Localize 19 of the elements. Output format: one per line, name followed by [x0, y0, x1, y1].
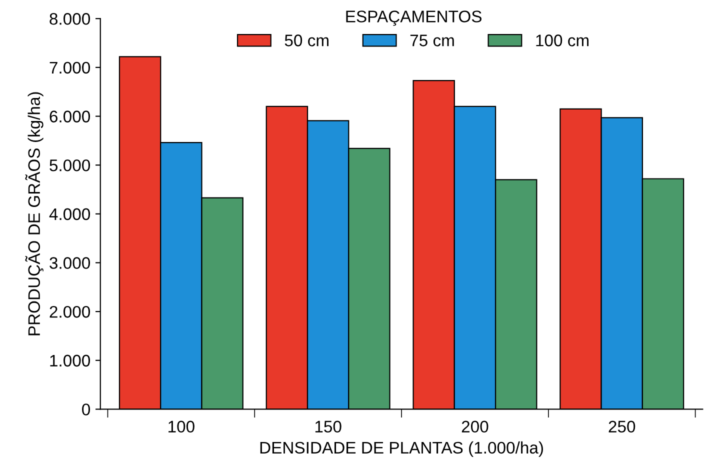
- y-tick-label: 6.000: [50, 110, 90, 122]
- x-tick-label: 150: [315, 420, 342, 433]
- x-tick-label: 200: [462, 420, 488, 433]
- legend-title: ESPAÇAMENTOS: [346, 10, 482, 26]
- y-tick-label: 3.000: [50, 257, 90, 269]
- y-tick-label: 5.000: [50, 159, 90, 172]
- y-tick-label: 2.000: [50, 306, 90, 318]
- x-axis-title: DENSIDADE DE PLANTAS (1.000/ha): [260, 441, 543, 457]
- x-tick-label: 100: [168, 420, 194, 433]
- legend-label: 50 cm: [284, 34, 328, 46]
- legend-label: 100 cm: [536, 34, 589, 46]
- y-tick-label: 0: [82, 404, 90, 416]
- legend-label: 75 cm: [410, 34, 454, 46]
- y-tick-label: 4.000: [49, 208, 90, 220]
- y-tick-label: 7.000: [50, 62, 90, 74]
- y-axis-title: PRODUÇÃO DE GRÃOS (kg/ha): [25, 92, 44, 336]
- y-tick-label: 1.000: [50, 354, 90, 367]
- y-tick-label: 8.000: [50, 13, 90, 25]
- x-tick-label: 250: [608, 420, 636, 433]
